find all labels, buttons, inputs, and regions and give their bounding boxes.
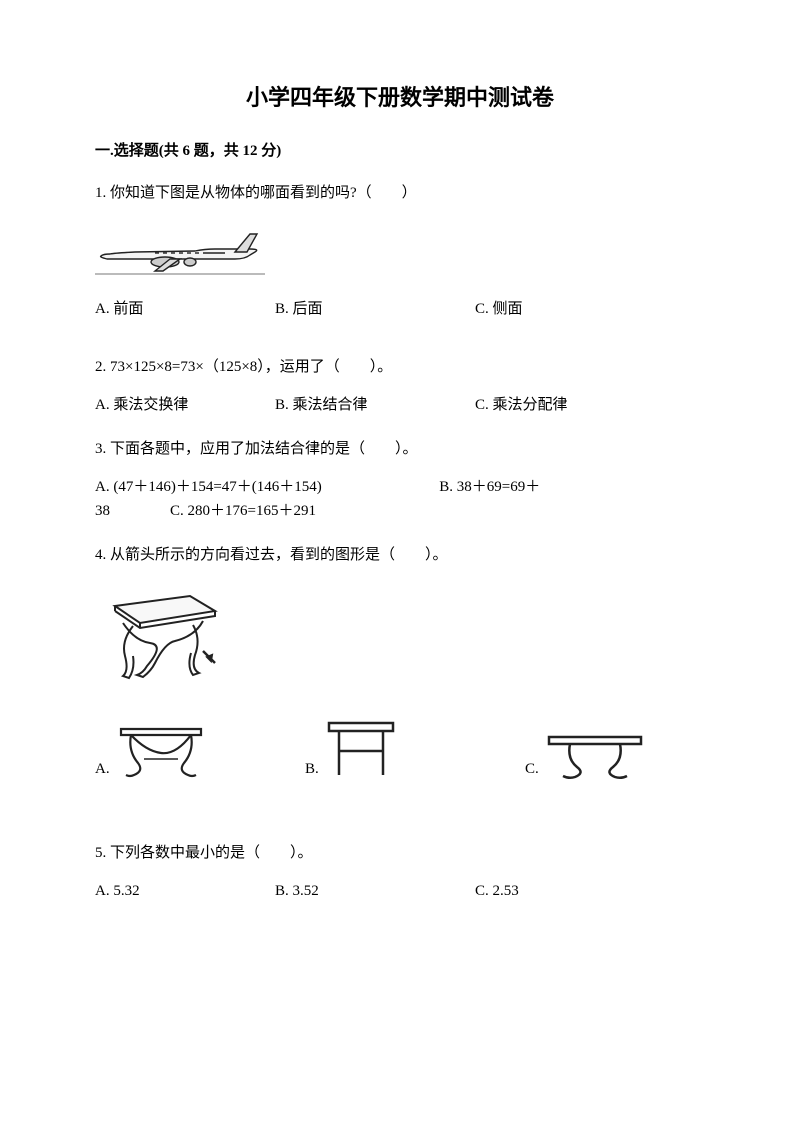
q2-option-a: A. 乘法交换律 <box>95 393 265 417</box>
q5-text: 5. 下列各数中最小的是（ ）。 <box>95 841 705 865</box>
question-1: 1. 你知道下图是从物体的哪面看到的吗?（ ） A. 前面 B. 后面 C. <box>95 181 705 321</box>
q4-options: A. B. <box>95 717 705 781</box>
q4-image-stool <box>95 581 705 699</box>
q5-option-c: C. 2.53 <box>475 879 519 903</box>
q3-option-bc-line2: 38 C. 280＋176=165＋291 <box>95 503 316 519</box>
section-header: 一.选择题(共 6 题，共 12 分) <box>95 139 705 163</box>
q1-text: 1. 你知道下图是从物体的哪面看到的吗?（ ） <box>95 181 705 205</box>
q4-option-a: A. <box>95 721 295 781</box>
q4-option-b-label: B. <box>305 757 319 781</box>
q4-option-b: B. <box>305 717 515 781</box>
q4-text: 4. 从箭头所示的方向看过去，看到的图形是（ ）。 <box>95 543 705 567</box>
page-title: 小学四年级下册数学期中测试卷 <box>95 80 705 115</box>
q1-option-c: C. 侧面 <box>475 297 523 321</box>
q1-option-a: A. 前面 <box>95 297 265 321</box>
q3-option-b-part1: B. 38＋69=69＋ <box>439 479 540 495</box>
q3-text: 3. 下面各题中，应用了加法结合律的是（ ）。 <box>95 437 705 461</box>
question-3: 3. 下面各题中，应用了加法结合律的是（ ）。 A. (47＋146)＋154=… <box>95 437 705 523</box>
q3-option-a: A. (47＋146)＋154=47＋(146＋154) <box>95 479 322 495</box>
q2-option-c: C. 乘法分配律 <box>475 393 568 417</box>
q4-option-a-label: A. <box>95 757 110 781</box>
q4-option-c-label: C. <box>525 757 539 781</box>
q1-option-b: B. 后面 <box>275 297 465 321</box>
question-2: 2. 73×125×8=73×（125×8），运用了（ ）。 A. 乘法交换律 … <box>95 355 705 417</box>
q2-option-b: B. 乘法结合律 <box>275 393 465 417</box>
question-5: 5. 下列各数中最小的是（ ）。 A. 5.32 B. 3.52 C. 2.53 <box>95 841 705 903</box>
q1-image-airplane <box>95 219 705 279</box>
q4-option-c: C. <box>525 731 645 781</box>
q5-options: A. 5.32 B. 3.52 C. 2.53 <box>95 879 705 903</box>
q1-options: A. 前面 B. 后面 C. 侧面 <box>95 297 705 321</box>
q2-text: 2. 73×125×8=73×（125×8），运用了（ ）。 <box>95 355 705 379</box>
q3-options: A. (47＋146)＋154=47＋(146＋154) B. 38＋69=69… <box>95 475 705 523</box>
q5-option-a: A. 5.32 <box>95 879 265 903</box>
q2-options: A. 乘法交换律 B. 乘法结合律 C. 乘法分配律 <box>95 393 705 417</box>
question-4: 4. 从箭头所示的方向看过去，看到的图形是（ ）。 A. <box>95 543 705 781</box>
q5-option-b: B. 3.52 <box>275 879 465 903</box>
